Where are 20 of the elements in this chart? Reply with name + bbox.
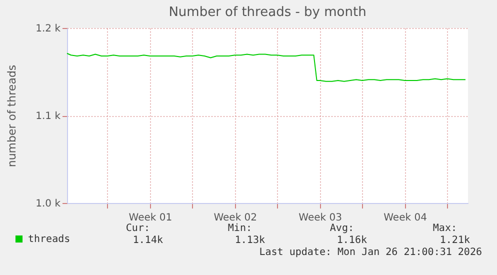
text: Avg: bbox=[330, 223, 354, 234]
text: Min: bbox=[228, 223, 252, 234]
x-tick-label: Week 03 bbox=[298, 212, 342, 224]
y-tick-label: 1.0 k bbox=[36, 198, 61, 210]
y-axis-title: number of threads bbox=[6, 64, 19, 168]
text: Cur: bbox=[126, 223, 150, 234]
text: 1.16k bbox=[336, 235, 367, 246]
line-series bbox=[66, 52, 466, 82]
x-tick-label: Week 04 bbox=[384, 212, 427, 224]
y-tick-label: 1.1 k bbox=[36, 111, 61, 122]
x-tick-label: Week 01 bbox=[128, 212, 172, 224]
text: Last update: Mon Jan 26 21:00:31 2026 bbox=[259, 247, 482, 258]
x-tick-label: Week 02 bbox=[214, 212, 258, 224]
text: 1.21k bbox=[440, 235, 470, 246]
legend-label: threads bbox=[28, 234, 70, 245]
text: 1.13k bbox=[234, 235, 265, 246]
y-tick-label: 1.2 k bbox=[36, 24, 61, 34]
text: Max: bbox=[432, 223, 457, 234]
text: 1.14k bbox=[132, 235, 163, 246]
chart-title: Number of threads - by month bbox=[168, 5, 366, 20]
